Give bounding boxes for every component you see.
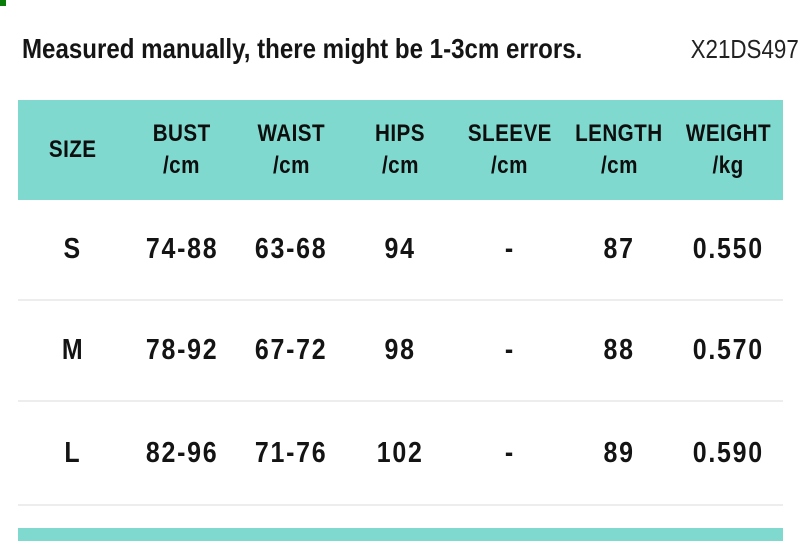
cell-waist: 63-68: [237, 200, 346, 299]
column-unit: /kg: [712, 152, 744, 179]
cell-length: 87: [564, 200, 673, 299]
waist-value: 71-76: [255, 436, 328, 469]
cell-weight: 0.550: [674, 200, 783, 299]
column-label: SLEEVE: [467, 120, 552, 147]
sleeve-value: -: [504, 436, 515, 469]
top-note-bar: Measured manually, there might be 1-3cm …: [22, 30, 799, 68]
size-value: M: [61, 334, 84, 366]
cell-waist: 67-72: [237, 301, 346, 400]
cell-length: 88: [564, 301, 673, 400]
column-unit: /cm: [600, 152, 638, 179]
cell-size: S: [18, 200, 127, 299]
column-unit: /cm: [272, 152, 310, 179]
header-cell-weight: WEIGHT /kg: [674, 100, 783, 200]
cell-length: 89: [564, 402, 673, 504]
column-label: WEIGHT: [685, 120, 771, 147]
bust-value: 78-92: [145, 334, 219, 366]
waist-value: 67-72: [255, 334, 328, 366]
product-code: X21DS497: [691, 33, 800, 64]
header-cell-hips: HIPS /cm: [346, 100, 455, 200]
size-table-header: SIZE BUST /cm WAIST /cm HIPS /cm SLEEVE …: [18, 100, 783, 200]
table-row-size-l: L 82-96 71-76 102 - 89 0.590: [18, 402, 783, 506]
column-unit: /cm: [491, 152, 529, 179]
weight-value: 0.590: [692, 436, 764, 469]
cell-sleeve: -: [455, 402, 564, 504]
column-unit: /cm: [163, 152, 201, 179]
column-unit: /cm: [382, 152, 419, 179]
cell-bust: 82-96: [127, 402, 236, 504]
header-cell-bust: BUST /cm: [127, 100, 236, 200]
sleeve-value: -: [504, 233, 515, 265]
waist-value: 63-68: [255, 233, 328, 265]
cell-weight: 0.590: [674, 402, 783, 504]
weight-value: 0.570: [692, 334, 764, 366]
size-table: SIZE BUST /cm WAIST /cm HIPS /cm SLEEVE …: [18, 100, 783, 506]
bust-value: 82-96: [145, 436, 219, 469]
hips-value: 98: [384, 334, 417, 366]
column-label: SIZE: [48, 136, 97, 163]
length-value: 89: [603, 436, 635, 469]
cell-waist: 71-76: [237, 402, 346, 504]
length-value: 87: [603, 233, 635, 265]
table-row-size-s: S 74-88 63-68 94 - 87 0.550: [18, 200, 783, 301]
cell-hips: 94: [346, 200, 455, 299]
cell-bust: 78-92: [127, 301, 236, 400]
next-table-header-strip: [18, 528, 783, 541]
cell-sleeve: -: [455, 200, 564, 299]
cell-hips: 98: [346, 301, 455, 400]
size-value: S: [63, 233, 82, 265]
header-cell-sleeve: SLEEVE /cm: [455, 100, 564, 200]
header-cell-waist: WAIST /cm: [237, 100, 346, 200]
measurement-note: Measured manually, there might be 1-3cm …: [22, 33, 583, 64]
cell-size: L: [18, 402, 127, 504]
size-value: L: [64, 436, 82, 469]
table-row-size-m: M 78-92 67-72 98 - 88 0.570: [18, 301, 783, 402]
cell-weight: 0.570: [674, 301, 783, 400]
cell-size: M: [18, 301, 127, 400]
length-value: 88: [603, 334, 635, 366]
column-label: LENGTH: [575, 120, 663, 147]
corner-artifact-mark: [0, 0, 6, 6]
hips-value: 94: [384, 233, 417, 265]
sleeve-value: -: [504, 334, 515, 366]
cell-sleeve: -: [455, 301, 564, 400]
header-cell-size: SIZE: [18, 100, 127, 200]
hips-value: 102: [377, 436, 424, 469]
weight-value: 0.550: [692, 233, 764, 265]
header-cell-length: LENGTH /cm: [564, 100, 673, 200]
bust-value: 74-88: [145, 233, 219, 265]
column-label: WAIST: [257, 120, 325, 147]
column-label: BUST: [152, 120, 211, 147]
column-label: HIPS: [375, 120, 426, 147]
cell-hips: 102: [346, 402, 455, 504]
cell-bust: 74-88: [127, 200, 236, 299]
